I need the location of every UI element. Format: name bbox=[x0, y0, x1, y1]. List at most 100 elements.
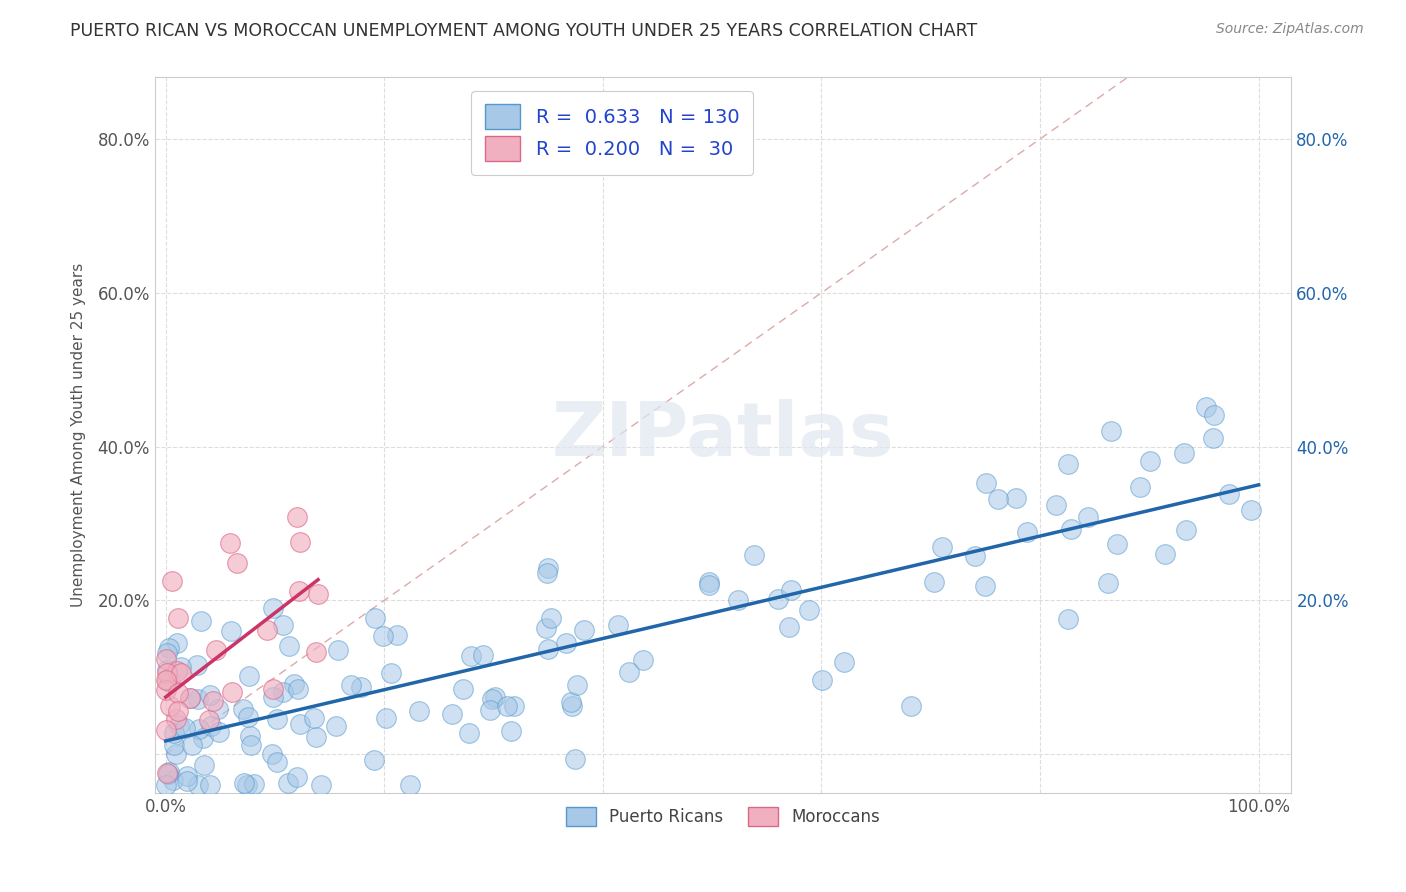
Point bbox=[187, 778, 209, 792]
Point bbox=[479, 703, 502, 717]
Point bbox=[156, 673, 179, 687]
Point bbox=[742, 549, 765, 563]
Point bbox=[162, 773, 184, 788]
Text: PUERTO RICAN VS MOROCCAN UNEMPLOYMENT AMONG YOUTH UNDER 25 YEARS CORRELATION CHA: PUERTO RICAN VS MOROCCAN UNEMPLOYMENT AM… bbox=[70, 22, 977, 40]
Point bbox=[536, 641, 558, 656]
Point bbox=[1005, 491, 1028, 505]
Point bbox=[166, 636, 188, 650]
Point bbox=[200, 778, 222, 792]
Point bbox=[188, 722, 211, 736]
Point bbox=[285, 509, 308, 524]
Point bbox=[162, 726, 184, 740]
Point bbox=[202, 694, 225, 708]
Point bbox=[974, 579, 997, 593]
Point bbox=[496, 699, 519, 714]
Point bbox=[311, 778, 333, 792]
Point bbox=[163, 738, 186, 752]
Point bbox=[179, 691, 201, 706]
Point bbox=[451, 682, 474, 697]
Point bbox=[766, 591, 789, 606]
Point bbox=[288, 583, 311, 598]
Point bbox=[240, 738, 263, 752]
Point bbox=[238, 709, 260, 723]
Point bbox=[974, 476, 997, 491]
Point bbox=[187, 692, 209, 706]
Point bbox=[225, 557, 247, 571]
Point bbox=[155, 652, 177, 666]
Point bbox=[157, 765, 180, 780]
Point bbox=[260, 747, 283, 761]
Point bbox=[1057, 457, 1080, 471]
Point bbox=[205, 643, 228, 657]
Point bbox=[156, 765, 179, 780]
Point bbox=[363, 754, 385, 768]
Legend: Puerto Ricans, Moroccans: Puerto Ricans, Moroccans bbox=[558, 798, 889, 834]
Point bbox=[167, 704, 190, 718]
Point bbox=[1045, 499, 1067, 513]
Point bbox=[165, 712, 187, 726]
Point bbox=[1077, 510, 1099, 524]
Point bbox=[374, 711, 396, 725]
Point bbox=[554, 636, 576, 650]
Point bbox=[165, 747, 187, 761]
Point bbox=[179, 691, 201, 706]
Point bbox=[900, 699, 922, 714]
Point bbox=[155, 683, 177, 698]
Point bbox=[166, 686, 188, 700]
Point bbox=[207, 701, 229, 715]
Point bbox=[832, 655, 855, 669]
Point bbox=[460, 649, 482, 664]
Point bbox=[1175, 524, 1198, 538]
Text: ZIPatlas: ZIPatlas bbox=[551, 399, 894, 472]
Point bbox=[963, 549, 986, 563]
Point bbox=[371, 629, 394, 643]
Point bbox=[155, 723, 177, 737]
Point bbox=[385, 628, 408, 642]
Point bbox=[256, 623, 278, 637]
Point bbox=[986, 491, 1008, 506]
Point bbox=[1139, 454, 1161, 468]
Point bbox=[233, 776, 256, 790]
Point bbox=[540, 611, 562, 625]
Point bbox=[162, 574, 184, 588]
Point bbox=[198, 689, 221, 703]
Point bbox=[484, 690, 506, 704]
Point bbox=[572, 623, 595, 637]
Point bbox=[243, 777, 266, 791]
Point bbox=[271, 685, 294, 699]
Point bbox=[176, 769, 198, 783]
Point bbox=[221, 624, 243, 638]
Point bbox=[1057, 612, 1080, 626]
Point bbox=[287, 682, 309, 697]
Point bbox=[1015, 525, 1038, 540]
Point bbox=[1154, 547, 1177, 561]
Point bbox=[779, 582, 801, 597]
Point bbox=[167, 718, 190, 732]
Point bbox=[364, 611, 387, 625]
Point bbox=[1097, 576, 1119, 591]
Point bbox=[181, 738, 204, 752]
Point bbox=[166, 665, 188, 679]
Point bbox=[326, 643, 349, 657]
Point bbox=[472, 648, 495, 663]
Point bbox=[155, 778, 177, 792]
Point bbox=[1240, 502, 1263, 516]
Point bbox=[457, 725, 479, 739]
Point bbox=[1202, 431, 1225, 445]
Point bbox=[307, 587, 329, 601]
Point bbox=[1218, 487, 1240, 501]
Point bbox=[502, 699, 524, 714]
Point bbox=[619, 665, 641, 679]
Point bbox=[1173, 445, 1195, 459]
Point bbox=[159, 674, 181, 689]
Point bbox=[778, 619, 800, 633]
Point bbox=[232, 702, 254, 716]
Point bbox=[931, 540, 953, 554]
Point bbox=[727, 592, 749, 607]
Point bbox=[349, 680, 371, 694]
Point bbox=[186, 658, 208, 673]
Point bbox=[208, 725, 231, 739]
Point bbox=[271, 618, 294, 632]
Point bbox=[380, 665, 402, 680]
Point bbox=[173, 721, 195, 735]
